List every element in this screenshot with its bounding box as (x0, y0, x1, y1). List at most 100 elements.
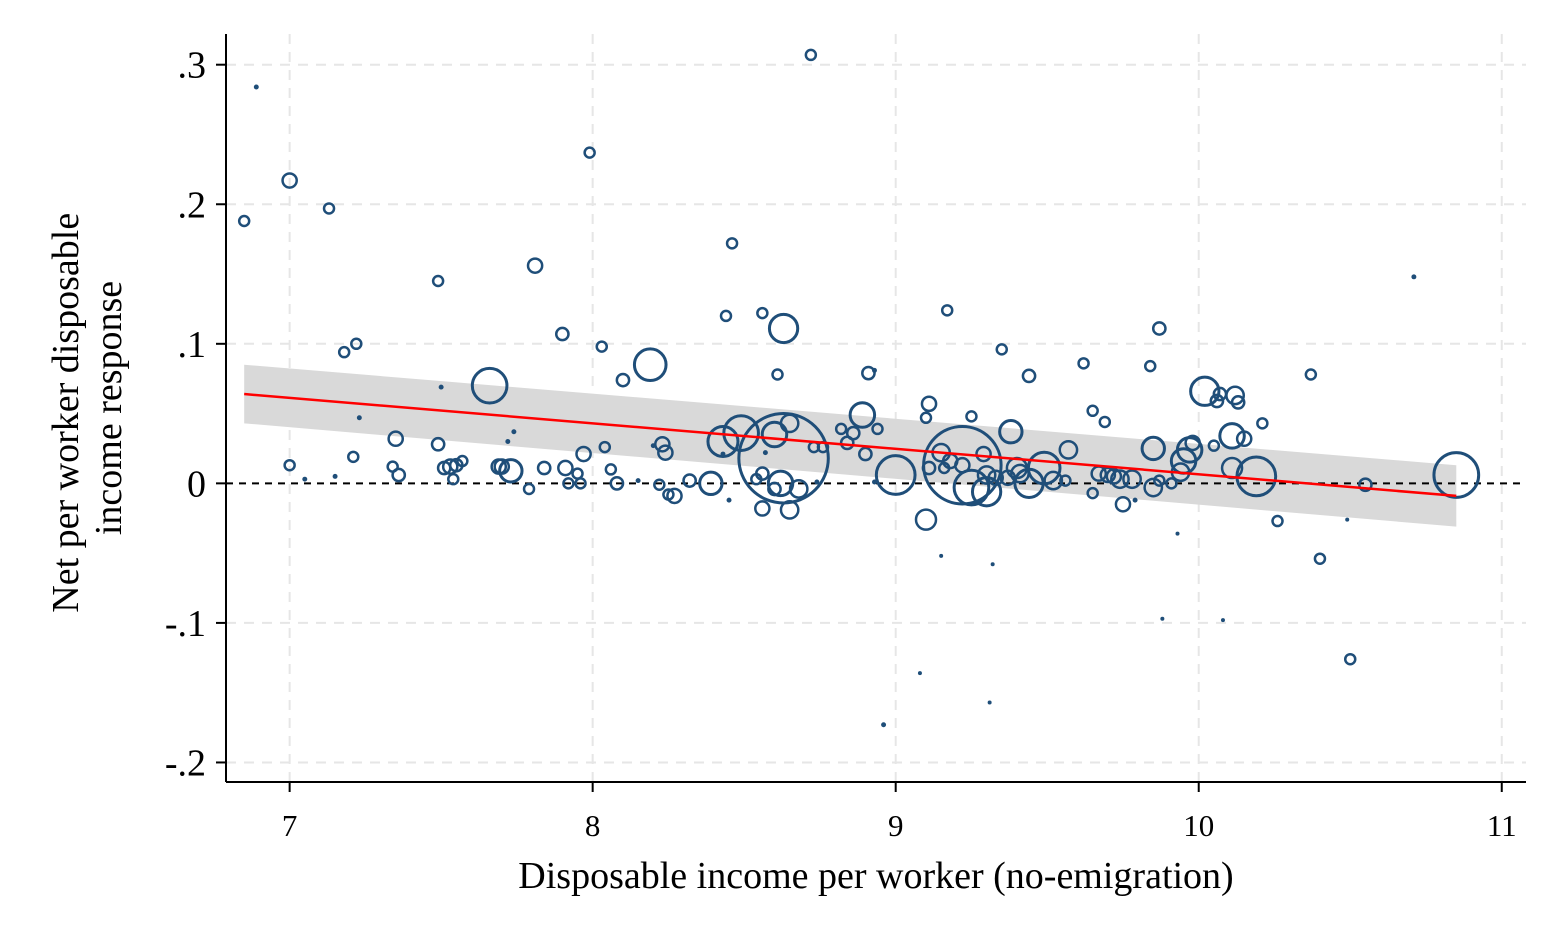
data-point (1225, 385, 1246, 406)
data-point (767, 312, 800, 345)
data-point (350, 337, 363, 351)
data-point (332, 473, 338, 479)
data-point (987, 700, 992, 705)
data-point (281, 172, 298, 189)
axes (216, 34, 1526, 792)
data-point (719, 309, 733, 323)
data-point (1207, 439, 1221, 452)
data-point (1271, 514, 1284, 528)
data-point (987, 469, 1005, 487)
data-point (615, 372, 631, 388)
data-point (788, 479, 809, 499)
data-point (990, 562, 995, 567)
data-point (653, 478, 666, 492)
data-point (720, 451, 726, 457)
data-point (391, 467, 407, 483)
tick-labels: -.2 -.1 0 .1 .2 .3 7 8 9 10 11 (165, 45, 1517, 843)
data-point (871, 422, 884, 436)
data-point (858, 446, 873, 462)
data-point (1432, 451, 1481, 499)
data-point (762, 450, 768, 456)
data-point (754, 466, 770, 481)
data-point (356, 415, 362, 421)
data-point (917, 671, 922, 676)
data-point (237, 214, 251, 228)
data-point (1358, 477, 1373, 493)
data-point (779, 499, 800, 520)
data-point (470, 366, 509, 405)
data-point (861, 365, 876, 381)
data-point (1256, 417, 1269, 430)
data-point (595, 340, 609, 353)
data-point (322, 202, 336, 215)
data-point (1153, 474, 1166, 487)
data-point (447, 472, 460, 486)
data-points (237, 48, 1481, 728)
data-point (1105, 468, 1123, 485)
data-point (583, 146, 596, 159)
data-point (522, 482, 536, 496)
data-point (1043, 470, 1064, 491)
y-tick-label: -.1 (165, 603, 206, 645)
data-point (976, 465, 997, 485)
data-point (609, 475, 625, 491)
data-point (919, 411, 933, 425)
data-point (493, 458, 511, 475)
data-point (1086, 486, 1099, 500)
data-point (872, 367, 877, 373)
data-point (760, 420, 789, 449)
data-point (604, 463, 618, 476)
data-point (387, 430, 405, 448)
data-point (682, 473, 698, 488)
data-point (1110, 469, 1130, 490)
data-point (666, 487, 683, 505)
data-point (632, 347, 668, 383)
data-point (574, 477, 587, 490)
y-axis-title: Net per worker disposable income respons… (45, 203, 130, 612)
data-point (1114, 495, 1132, 513)
data-point (881, 722, 887, 728)
gridlines (226, 34, 1526, 782)
data-point (756, 306, 769, 320)
data-point (940, 304, 954, 317)
data-point (1143, 477, 1164, 498)
data-point (845, 425, 861, 441)
data-point (975, 445, 992, 463)
data-point (337, 345, 351, 359)
data-point (441, 458, 459, 475)
data-point (438, 384, 444, 390)
data-point (1411, 274, 1417, 280)
data-point (1151, 321, 1167, 336)
data-point (505, 439, 511, 444)
data-point (562, 477, 575, 490)
data-point (1345, 517, 1350, 522)
data-point (779, 413, 800, 434)
x-axis-title: Disposable income per worker (no-emigrat… (518, 855, 1233, 897)
data-point (1184, 434, 1201, 452)
x-tick-label: 7 (282, 808, 298, 843)
x-tick-label: 9 (888, 808, 904, 843)
data-point (554, 326, 570, 342)
data-point (939, 553, 944, 558)
y-tick-label: .1 (178, 324, 207, 366)
data-point (1122, 469, 1142, 490)
data-point (575, 445, 592, 463)
data-point (952, 468, 991, 507)
data-point (571, 467, 584, 480)
data-point (834, 422, 848, 436)
data-point (1160, 616, 1165, 621)
x-tick-label: 8 (585, 808, 601, 843)
data-point (1220, 618, 1225, 623)
data-point (1230, 395, 1246, 410)
data-point (1235, 430, 1253, 448)
data-point (1021, 368, 1037, 384)
data-point (1143, 359, 1157, 373)
data-point (998, 419, 1024, 445)
data-point (302, 476, 308, 482)
data-point (498, 458, 524, 484)
data-point (965, 410, 978, 423)
data-point (557, 459, 574, 477)
data-point (1059, 474, 1072, 487)
data-point (814, 479, 820, 485)
